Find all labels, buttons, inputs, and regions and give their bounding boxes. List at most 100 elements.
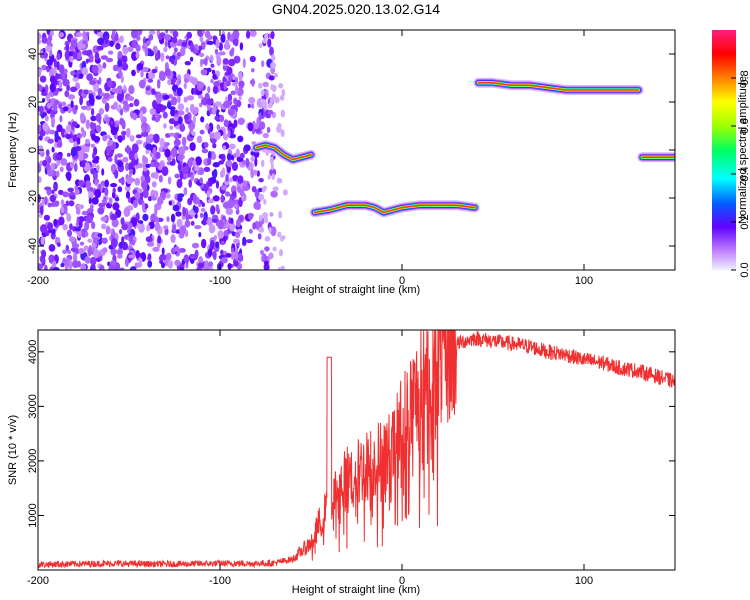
noise-speckle [109,40,114,47]
noise-speckle [142,185,148,191]
noise-speckle [96,124,102,133]
noise-speckle [85,50,92,57]
noise-speckle [148,71,156,80]
noise-speckle [258,82,263,89]
noise-speckle [101,237,108,244]
noise-speckle [65,244,70,252]
noise-speckle [135,44,141,52]
noise-speckle [93,248,100,259]
noise-speckle [234,231,241,238]
noise-speckle [217,230,225,239]
noise-speckle [203,215,207,226]
noise-speckle [261,255,265,263]
noise-speckle [60,206,65,214]
noise-speckle [199,102,203,108]
noise-speckle [97,252,101,257]
noise-speckle [207,35,213,40]
noise-speckle [215,241,220,249]
noise-speckle [238,95,242,101]
noise-speckle [104,179,109,188]
noise-speckle [55,72,59,81]
noise-speckle [44,196,48,206]
noise-speckle [147,260,153,268]
noise-speckle [66,213,72,222]
noise-speckle [258,43,263,49]
noise-speckle [190,42,195,53]
noise-speckle [65,43,70,52]
noise-speckle [237,117,245,126]
noise-speckle [131,158,135,169]
noise-speckle [124,146,132,153]
noise-speckle [70,70,76,76]
noise-speckle [135,250,140,259]
noise-speckle [90,221,96,230]
noise-speckle [220,249,224,255]
noise-speckle [39,75,47,83]
noise-speckle [102,247,108,254]
noise-speckle [154,190,159,199]
noise-speckle [228,58,236,67]
noise-speckle [49,266,54,270]
noise-speckle [115,42,121,50]
noise-speckle [242,159,245,165]
noise-speckle [249,30,257,37]
noise-speckle [38,39,42,45]
noise-speckle [135,139,143,145]
noise-speckle [225,174,229,182]
noise-speckle [94,188,102,199]
noise-speckle [145,143,153,151]
noise-speckle [53,58,58,69]
noise-speckle [86,146,90,153]
noise-speckle [76,137,81,145]
x-tick-label: -200 [27,575,49,587]
noise-speckle [48,244,56,252]
noise-speckle [268,226,272,234]
noise-speckle [41,249,47,259]
colorbar: 0.0 0.2 0.4 0.6 0.8 Normalized spectral ampl… [712,30,750,278]
noise-speckle [203,166,211,172]
noise-speckle [182,207,186,217]
noise-speckle [60,158,68,166]
x-tick-label: 100 [575,275,593,287]
noise-speckle [153,161,160,168]
noise-speckle [270,61,276,69]
noise-speckle [110,120,114,126]
noise-speckle [85,58,89,64]
noise-speckle [197,167,205,176]
noise-speckle [171,158,176,166]
noise-speckle [200,116,205,123]
noise-speckle [205,123,210,131]
noise-speckle [270,163,274,171]
noise-speckle [104,116,110,123]
noise-speckle [253,169,258,176]
noise-speckle [201,202,205,207]
noise-speckle [246,30,251,39]
noise-speckle [121,62,129,71]
noise-speckle [191,131,196,136]
noise-speckle [65,133,72,140]
noise-speckle [176,178,183,189]
noise-speckle [153,171,159,180]
noise-speckle [209,54,214,62]
noise-speckle [187,158,193,168]
noise-speckle [213,168,218,179]
noise-speckle [119,267,125,270]
noise-speckle [210,205,216,215]
noise-speckle [264,236,271,242]
noise-speckle [212,162,220,168]
noise-speckle [129,102,134,108]
noise-speckle [52,267,60,270]
noise-speckle [117,51,123,59]
noise-speckle [38,263,44,270]
noise-speckle [38,68,42,78]
noise-speckle [200,69,208,76]
noise-speckle [237,135,244,143]
noise-speckle [78,73,84,79]
noise-speckle [163,46,168,53]
noise-speckle [90,143,96,148]
noise-speckle [282,189,288,196]
noise-speckle [154,206,158,216]
noise-speckle [176,87,183,97]
noise-speckle [91,64,99,74]
noise-speckle [126,127,131,138]
